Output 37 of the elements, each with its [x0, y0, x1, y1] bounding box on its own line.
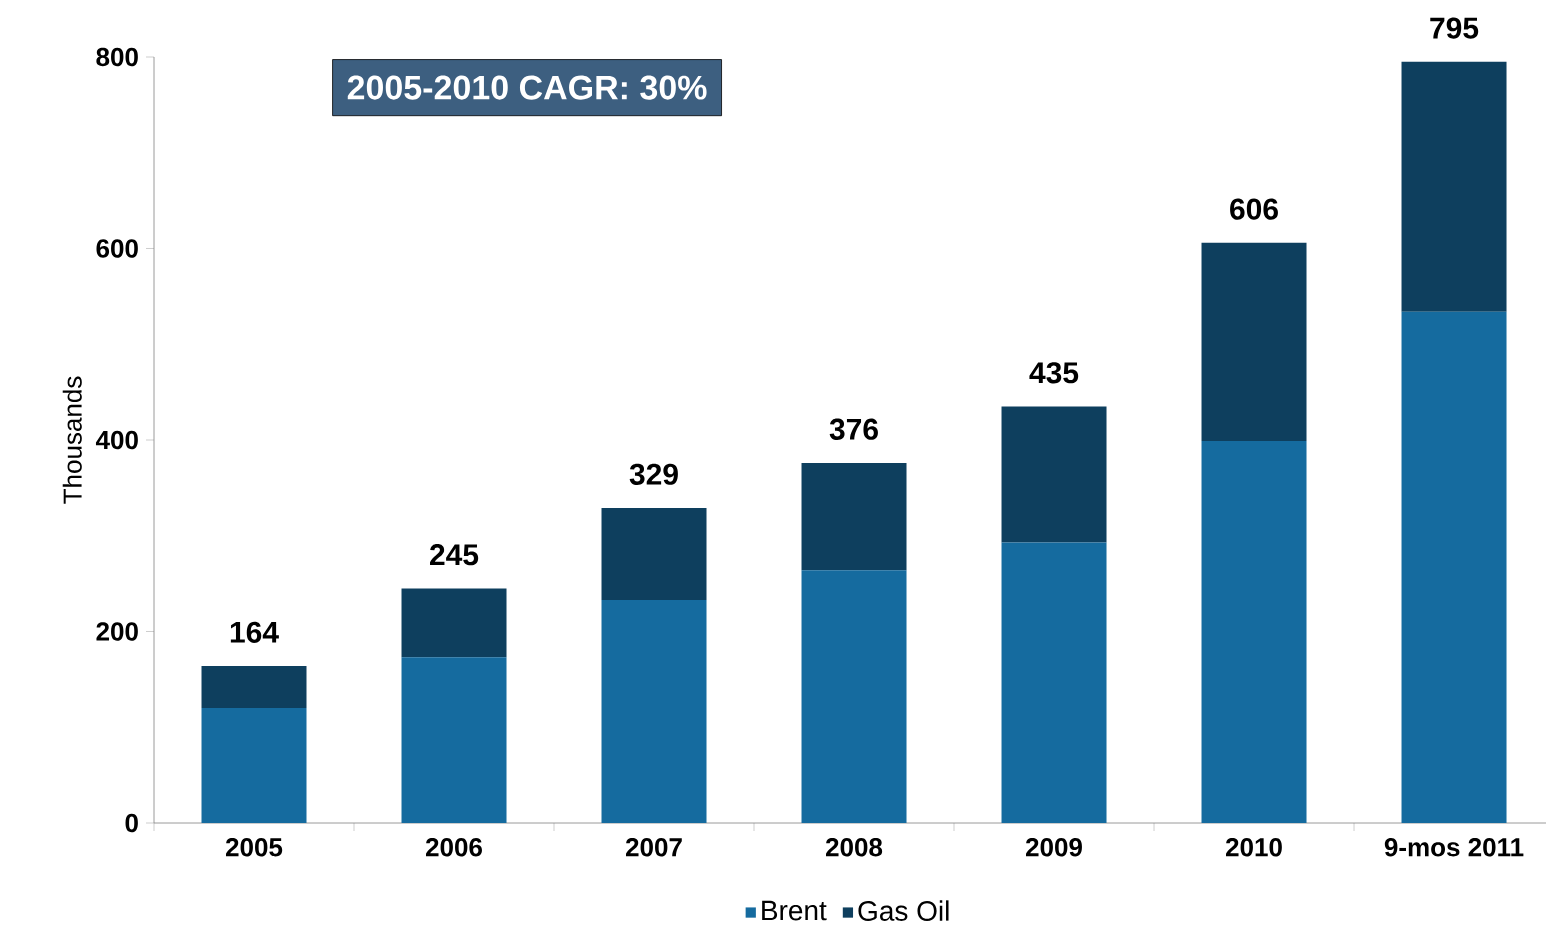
total-label: 606: [1230, 198, 1278, 220]
bar: [1401, 61, 1507, 312]
bar: [1201, 440, 1307, 823]
x-tick-label: 2006: [426, 838, 482, 857]
bar: [1001, 542, 1107, 823]
y-tick-label: 400: [95, 430, 138, 450]
x-tick-label: 2010: [1226, 838, 1282, 857]
bar: [1201, 242, 1307, 441]
total-label: 245: [430, 544, 479, 566]
x-tick-label: 2005: [226, 838, 283, 857]
bar: [801, 570, 907, 823]
y-tick-label: 200: [96, 622, 138, 641]
total-label: 164: [230, 621, 279, 643]
total-label: 435: [1029, 362, 1079, 384]
x-tick-label: 2008: [826, 838, 883, 857]
bar: [201, 665, 307, 709]
total-label: 329: [629, 463, 678, 485]
legend-label: Brent: [762, 900, 827, 921]
bar: [1001, 406, 1107, 543]
bar: [201, 708, 307, 823]
y-tick-label: 600: [96, 239, 138, 258]
y-tick-label: 0: [125, 813, 138, 833]
y-tick-label: 800: [96, 47, 138, 67]
legend-label: Gas Oil: [858, 900, 949, 921]
bar: [601, 599, 707, 823]
total-label: 795: [1430, 17, 1479, 39]
bar: [801, 462, 907, 571]
annotation: 2005-2010 CAGR: 30%: [347, 75, 707, 100]
bar: [1401, 311, 1507, 823]
bar: [401, 588, 507, 658]
x-tick-label: 2009: [1026, 838, 1082, 857]
y-axis-title: Thousands: [62, 376, 82, 504]
bar: [601, 507, 707, 600]
total-label: 376: [829, 418, 878, 440]
bar: [401, 657, 507, 823]
x-tick-label: 2007: [626, 838, 682, 857]
x-tick-label: 9-mos 2011: [1384, 838, 1524, 857]
